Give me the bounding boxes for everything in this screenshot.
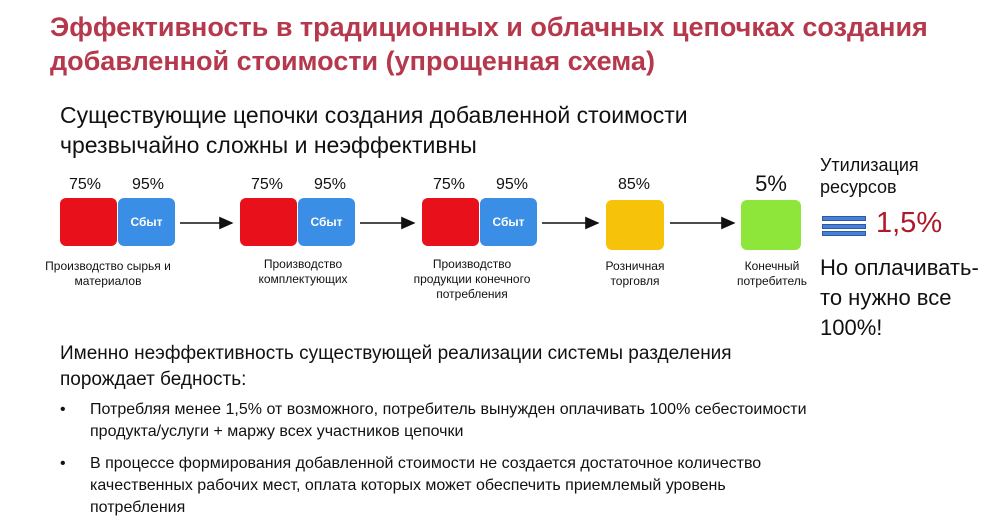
list-item: • В процессе формирования добавленной ст… — [60, 453, 820, 519]
slide-subtitle: Существующие цепочки создания добавленно… — [60, 102, 688, 158]
stage-2-sales-pct: 95% — [313, 176, 347, 193]
stage-4-label: Розничная торговля — [605, 259, 665, 288]
slide-title: Эффективность в традиционных и облачных … — [50, 12, 928, 76]
payment-note: Но оплачивать-то нужно все 100%! — [820, 255, 979, 340]
stage-1-production-box — [60, 198, 117, 246]
section-heading: Именно неэффективность существующей реал… — [60, 343, 732, 390]
stage-2-sales-box: Сбыт — [298, 198, 355, 246]
bullet-marker: • — [60, 455, 66, 472]
bullet-text: В процессе формирования добавленной стои… — [90, 455, 762, 516]
stage-2-label: Производство комплектующих — [258, 257, 348, 286]
stage-3-label: Производство продукции конечного потребл… — [413, 257, 531, 301]
stage-2-production-box — [240, 198, 297, 246]
utilization-value: 1,5% — [876, 207, 943, 239]
bullet-marker: • — [60, 401, 66, 418]
list-item: • Потребляя менее 1,5% от возможного, по… — [60, 399, 820, 443]
stage-5-consumer-box — [741, 200, 801, 250]
utilization-label: Утилизация ресурсов — [820, 155, 919, 197]
stage-3-sales-pct: 95% — [495, 176, 529, 193]
stage-4-retail-box — [606, 200, 664, 250]
stage-3-production-box — [422, 198, 479, 246]
stage-1-label: Производство сырья и материалов — [45, 259, 171, 288]
stage-5-consumer-pct: 5% — [755, 171, 787, 196]
stage-3-production-pct: 75% — [432, 176, 466, 193]
stage-1-production-pct: 75% — [68, 176, 102, 193]
stage-3-sales-box: Сбыт — [480, 198, 537, 246]
stage-5-label: Конечный потребитель — [736, 259, 808, 288]
stage-4-retail-pct: 85% — [617, 176, 651, 193]
bullet-text: Потребляя менее 1,5% от возможного, потр… — [90, 401, 807, 440]
bullet-list: • Потребляя менее 1,5% от возможного, по… — [60, 399, 820, 529]
stage-1-sales-pct: 95% — [131, 176, 165, 193]
stage-1-sales-box: Сбыт — [118, 198, 175, 246]
stage-2-production-pct: 75% — [250, 176, 284, 193]
stacked-bars-icon — [822, 216, 866, 236]
